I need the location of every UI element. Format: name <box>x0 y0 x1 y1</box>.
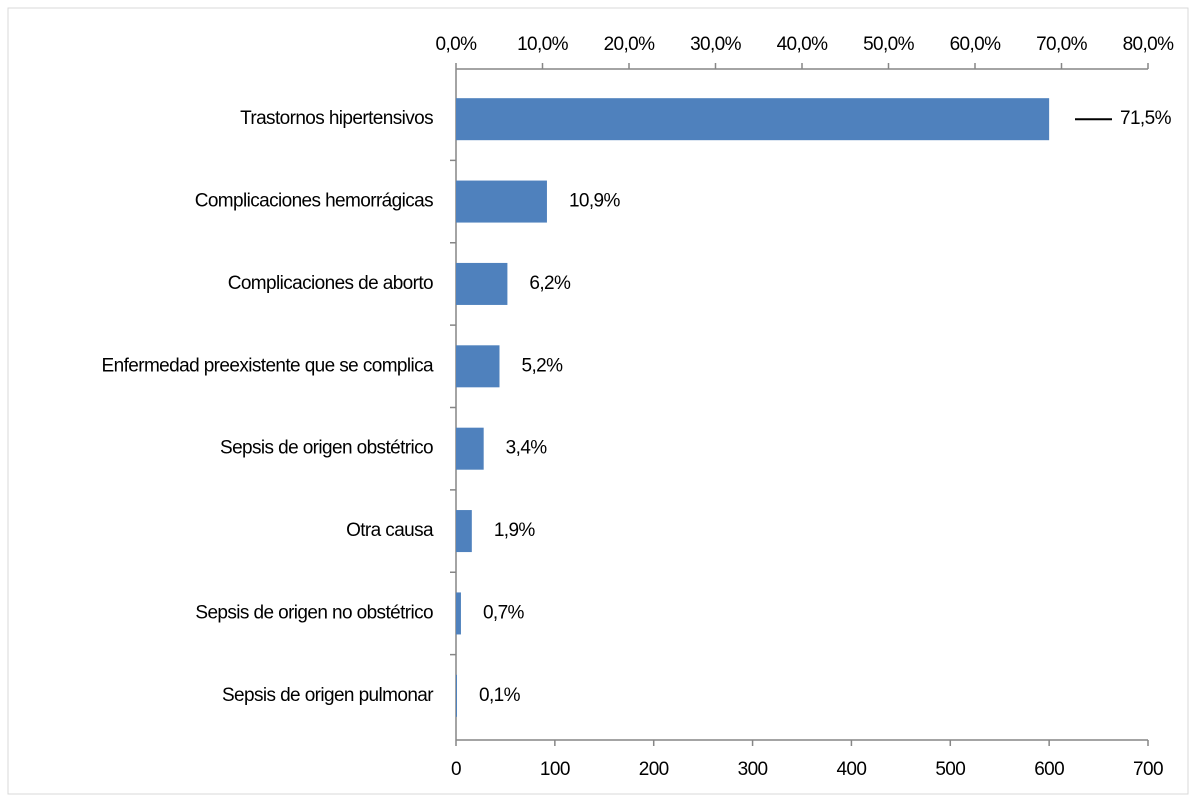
y-tick-label: Sepsis de origen obstétrico <box>220 438 433 459</box>
x-tick-label: 700 <box>1133 759 1163 780</box>
bar <box>456 180 547 223</box>
x2-tick-label: 70,0% <box>1036 34 1088 55</box>
x2-tick-label: 40,0% <box>777 34 829 55</box>
bar <box>456 510 472 553</box>
x-tick-label: 200 <box>639 759 669 780</box>
x-tick-label: 0 <box>451 759 461 780</box>
data-label: 0,7% <box>483 602 525 623</box>
x2-tick-label: 80,0% <box>1123 34 1175 55</box>
data-label: 5,2% <box>521 355 563 376</box>
bar <box>456 345 500 388</box>
y-tick-label: Otra causa <box>346 520 434 541</box>
bar <box>456 674 457 717</box>
x2-tick-label: 60,0% <box>950 34 1002 55</box>
y-tick-label: Complicaciones de aborto <box>228 273 433 294</box>
y-tick-label: Sepsis de origen no obstétrico <box>195 602 433 623</box>
chart-frame <box>7 7 1189 795</box>
bar <box>456 427 484 470</box>
data-label: 71,5% <box>1120 108 1172 129</box>
x2-tick-label: 20,0% <box>604 34 656 55</box>
x-tick-label: 500 <box>935 759 965 780</box>
data-label: 1,9% <box>494 520 536 541</box>
y-tick-label: Enfermedad preexistente que se complica <box>102 355 435 376</box>
data-label: 3,4% <box>506 438 548 459</box>
x2-tick-label: 30,0% <box>690 34 742 55</box>
y-tick-label: Trastornos hipertensivos <box>240 108 433 129</box>
x2-tick-label: 0,0% <box>436 34 478 55</box>
y-tick-label: Complicaciones hemorrágicas <box>195 191 433 212</box>
bar <box>456 262 508 305</box>
bar <box>456 98 1050 141</box>
x-tick-label: 600 <box>1034 759 1064 780</box>
x-tick-label: 100 <box>540 759 570 780</box>
x2-tick-label: 10,0% <box>517 34 569 55</box>
x-tick-label: 300 <box>738 759 768 780</box>
y-tick-label: Sepsis de origen pulmonar <box>222 685 434 706</box>
data-label: 10,9% <box>569 191 621 212</box>
data-label: 0,1% <box>479 685 521 706</box>
x-tick-label: 400 <box>836 759 866 780</box>
x2-tick-label: 50,0% <box>863 34 915 55</box>
bar <box>456 592 461 635</box>
data-label: 6,2% <box>529 273 571 294</box>
